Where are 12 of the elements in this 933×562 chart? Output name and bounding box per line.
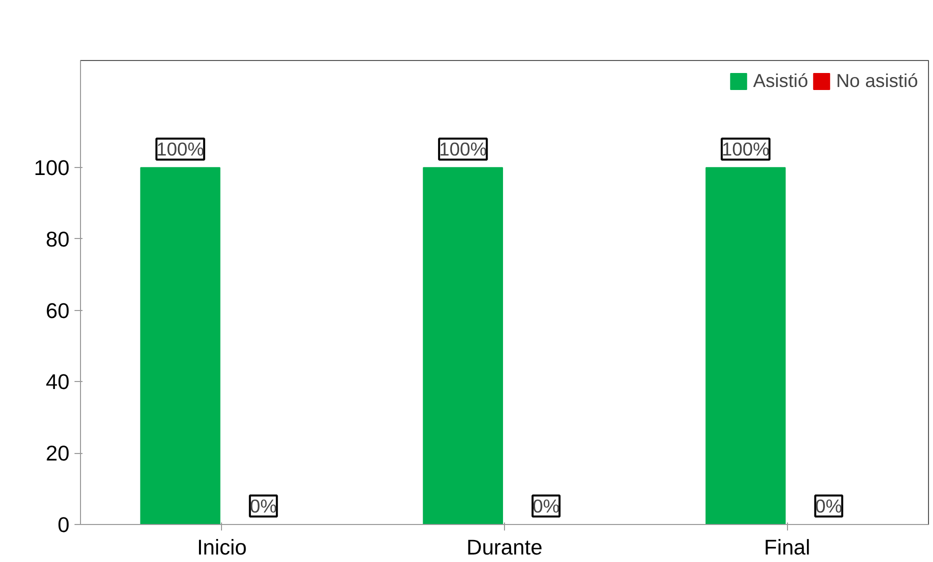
y-tick-label: 20 [46, 442, 70, 466]
y-tick-label: 40 [46, 370, 70, 394]
y-tick-label: 60 [46, 298, 70, 323]
x-tick-label: Inicio [196, 536, 247, 560]
y-tick-label: 80 [46, 227, 70, 252]
legend-label: No asistió [836, 70, 918, 92]
x-tick-label: Durante [466, 536, 542, 560]
legend-label: Asistió [753, 70, 808, 92]
x-tick-label: Final [764, 536, 810, 560]
data-label: 100% [156, 138, 204, 160]
y-tick-label: 0 [58, 513, 70, 537]
y-tick-label: 100 [34, 156, 70, 180]
